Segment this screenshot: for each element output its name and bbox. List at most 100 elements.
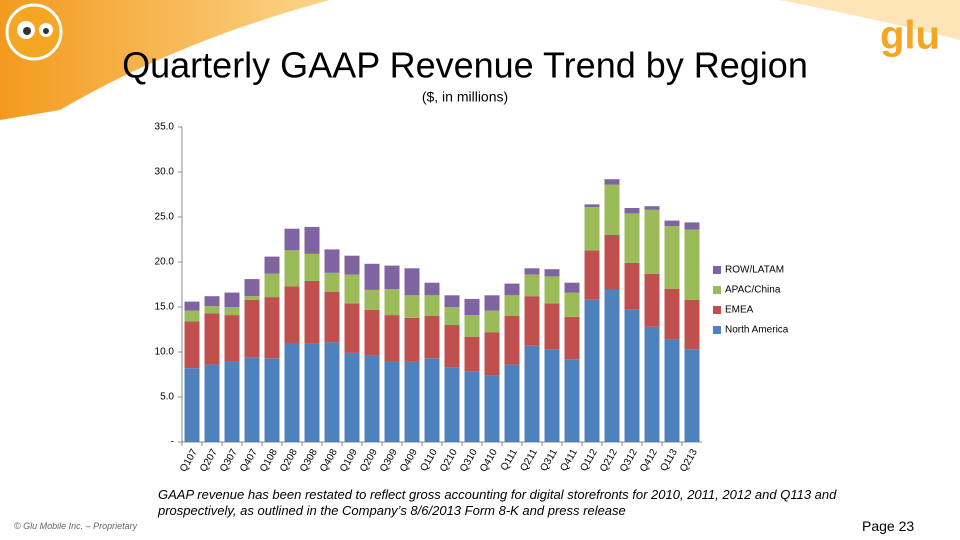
x-tick-label: Q311: [538, 447, 560, 473]
legend-label: APAC/China: [725, 285, 781, 296]
bar-segment: [184, 310, 200, 322]
bar-segment: [484, 310, 500, 333]
bar-segment: [384, 289, 400, 316]
bar-segment: [464, 336, 480, 372]
bar-segment: [404, 268, 420, 296]
bar-segment: [544, 303, 560, 350]
bar-segment: [384, 361, 400, 442]
legend-label: ROW/LATAM: [725, 265, 784, 276]
bar-segment: [484, 375, 500, 442]
bar-segment: [684, 229, 700, 300]
bar-segment: [584, 250, 600, 300]
bar-segment: [324, 291, 340, 343]
x-tick-label: Q211: [518, 447, 540, 473]
bar-segment: [444, 367, 460, 442]
x-tick-label: Q110: [418, 447, 440, 473]
bar-segment: [324, 249, 340, 273]
bar-segment: [504, 316, 520, 365]
bar-segment: [284, 286, 300, 343]
legend-label: North America: [725, 325, 789, 336]
swoosh: [780, 0, 960, 40]
bar-segment: [384, 265, 400, 289]
bar-segment: [424, 282, 440, 296]
x-tick-label: Q108: [258, 447, 280, 474]
bar-segment: [624, 262, 640, 310]
bar-segment: [284, 250, 300, 287]
legend-swatch: [713, 326, 721, 334]
legend-swatch: [713, 286, 721, 294]
bar-segment: [324, 272, 340, 292]
x-tick-label: Q212: [598, 447, 620, 474]
bar-segment: [304, 253, 320, 281]
bar-segment: [204, 296, 220, 307]
bar-segment: [184, 368, 200, 442]
bar-segment: [244, 279, 260, 297]
bar-segment: [264, 297, 280, 359]
bar-segment: [344, 303, 360, 353]
bar-segment: [204, 306, 220, 314]
x-tick-label: Q107: [178, 447, 200, 474]
x-tick-label: Q308: [298, 447, 320, 474]
bar-segment: [324, 342, 340, 442]
bar-segment: [484, 332, 500, 376]
bar-segment: [304, 343, 320, 442]
y-tick-label: -: [171, 437, 174, 448]
legend-swatch: [713, 306, 721, 314]
x-tick-label: Q209: [358, 447, 380, 474]
bar-segment: [304, 280, 320, 344]
bar-segment: [444, 307, 460, 325]
x-tick-label: Q113: [658, 447, 680, 473]
x-tick-label: Q208: [278, 447, 300, 474]
mascot-pupil: [23, 27, 31, 35]
bar-segment: [184, 321, 200, 369]
bar-segment: [564, 316, 580, 360]
bar-segment: [464, 371, 480, 442]
chart-subtitle: ($, in millions): [422, 89, 508, 105]
bar-segment: [344, 255, 360, 275]
x-tick-label: Q409: [398, 447, 420, 474]
bar-segment: [264, 256, 280, 274]
bar-segment: [424, 316, 440, 359]
bar-segment: [564, 292, 580, 317]
copyright: © Glu Mobile Inc. – Proprietary: [14, 521, 138, 531]
bar-segment: [664, 220, 680, 226]
bar-segment: [504, 364, 520, 442]
mascot-pupil: [43, 28, 49, 34]
bar-segment: [684, 299, 700, 350]
x-tick-label: Q309: [378, 447, 400, 474]
logo: glu: [880, 14, 940, 58]
x-tick-label: Q213: [678, 447, 700, 474]
footnote: GAAP revenue has been restated to reflec…: [158, 487, 837, 518]
bar-segment: [564, 282, 580, 293]
bar-segment: [224, 307, 240, 316]
bar-segment: [584, 204, 600, 208]
bar-segment: [424, 295, 440, 316]
bar-segment: [664, 289, 680, 340]
bar-segment: [584, 207, 600, 251]
bar-segment: [384, 315, 400, 361]
bar-segment: [344, 274, 360, 304]
bar-segment: [684, 222, 700, 230]
bar-segment: [204, 313, 220, 365]
y-tick-label: 25.0: [155, 212, 175, 223]
y-tick-label: 15.0: [155, 302, 175, 313]
chart-title: Quarterly GAAP Revenue Trend by Region: [122, 45, 808, 86]
x-tick-label: Q207: [198, 447, 220, 474]
x-tick-label: Q109: [338, 447, 360, 474]
swoosh: [0, 0, 330, 120]
bar-segment: [464, 315, 480, 337]
bar-segment: [284, 228, 300, 251]
bar-segment: [644, 273, 660, 327]
bar-segment: [364, 289, 380, 310]
bar-segment: [604, 289, 620, 442]
bar-segment: [444, 295, 460, 307]
y-tick-label: 35.0: [155, 122, 175, 133]
bar-segment: [364, 355, 380, 442]
bar-segment: [624, 309, 640, 442]
bar-segment: [684, 349, 700, 442]
y-tick-label: 10.0: [155, 347, 175, 358]
bar-segment: [604, 179, 620, 185]
bar-segment: [524, 274, 540, 297]
